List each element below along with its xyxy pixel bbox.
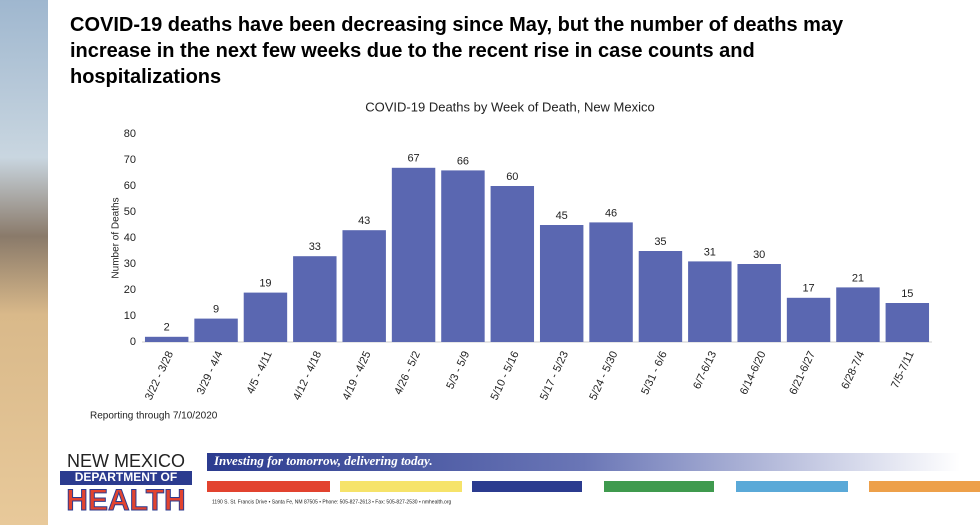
color-bar (340, 481, 462, 492)
value-label: 67 (407, 153, 419, 165)
x-tick-label: 5/24 - 5/30 (587, 349, 620, 402)
y-tick-label: 80 (124, 128, 136, 140)
y-tick-label: 50 (124, 206, 136, 218)
bar (490, 186, 535, 342)
y-tick-label: 0 (130, 336, 136, 348)
desktop-background (0, 0, 48, 525)
address: 1190 S. St. Francis Drive • Santa Fe, NM… (212, 499, 451, 505)
x-tick-label: 5/3 - 5/9 (444, 349, 472, 391)
x-tick-label: 6/21-6/27 (787, 349, 818, 396)
bar (688, 261, 732, 342)
bar (786, 297, 831, 342)
value-label: 30 (753, 249, 765, 261)
color-bar (869, 481, 980, 492)
color-bar (604, 481, 714, 492)
slide-headline: COVID-19 deaths have been decreasing sin… (70, 14, 844, 88)
bar (391, 167, 436, 342)
value-label: 31 (704, 246, 716, 258)
bar (194, 318, 238, 342)
value-label: 66 (457, 155, 469, 167)
y-tick-label: 60 (124, 180, 136, 192)
logo-text: DEPARTMENT OF (75, 470, 177, 484)
value-label: 60 (506, 171, 518, 183)
x-tick-label: 4/19 - 4/25 (340, 349, 373, 402)
bar (243, 292, 288, 342)
x-tick-label: 6/28-7/4 (839, 349, 867, 391)
value-label: 43 (358, 215, 370, 227)
bar (293, 256, 337, 342)
x-tick-label: 5/31 - 6/6 (639, 349, 670, 396)
bar (441, 170, 485, 342)
value-label: 45 (556, 210, 568, 222)
value-label: 35 (654, 236, 666, 248)
x-tick-label: 5/10 - 5/16 (489, 349, 522, 402)
x-tick-label: 4/12 - 4/18 (291, 349, 324, 402)
value-label: 17 (802, 283, 814, 295)
logo-text: HEALTH (66, 484, 185, 517)
color-bar (736, 481, 848, 492)
value-label: 33 (309, 241, 321, 253)
bar (589, 222, 633, 342)
bar (144, 336, 189, 342)
y-tick-label: 10 (124, 310, 136, 322)
x-tick-label: 4/5 - 4/11 (245, 349, 275, 395)
chart-title: COVID-19 Deaths by Week of Death, New Me… (365, 99, 655, 114)
y-tick-label: 70 (124, 154, 136, 166)
bar (885, 303, 930, 342)
bar (836, 287, 880, 342)
x-tick-label: 3/22 - 3/28 (143, 349, 176, 402)
logo-band (60, 471, 192, 485)
x-tick-label: 3/29 - 4/4 (195, 349, 226, 396)
color-bar (207, 481, 330, 492)
x-tick-label: 6/14-6/20 (738, 349, 769, 396)
bar (539, 225, 584, 342)
value-label: 9 (213, 304, 219, 316)
tagline-band (207, 453, 960, 471)
bar (638, 251, 683, 342)
tagline: Investing for tomorrow, delivering today… (213, 453, 433, 468)
logo-text: NEW MEXICO (67, 451, 185, 471)
bar (737, 264, 781, 342)
x-tick-label: 5/17 - 5/23 (538, 349, 571, 402)
value-label: 2 (164, 322, 170, 334)
y-tick-label: 30 (124, 258, 136, 270)
note: Reporting through 7/10/2020 (90, 411, 218, 422)
value-label: 19 (259, 278, 271, 290)
value-label: 15 (901, 288, 913, 300)
x-tick-label: 7/5-7/11 (889, 349, 917, 390)
y-tick-label: 20 (124, 284, 136, 296)
value-label: 21 (852, 272, 864, 284)
x-tick-label: 4/26 - 5/2 (392, 349, 423, 396)
color-bar (472, 481, 582, 492)
bar (342, 230, 386, 342)
value-label: 46 (605, 207, 617, 219)
x-tick-label: 6/7-6/13 (691, 349, 719, 391)
y-tick-label: 40 (124, 232, 136, 244)
y-axis-label: Number of Deaths (111, 197, 122, 278)
